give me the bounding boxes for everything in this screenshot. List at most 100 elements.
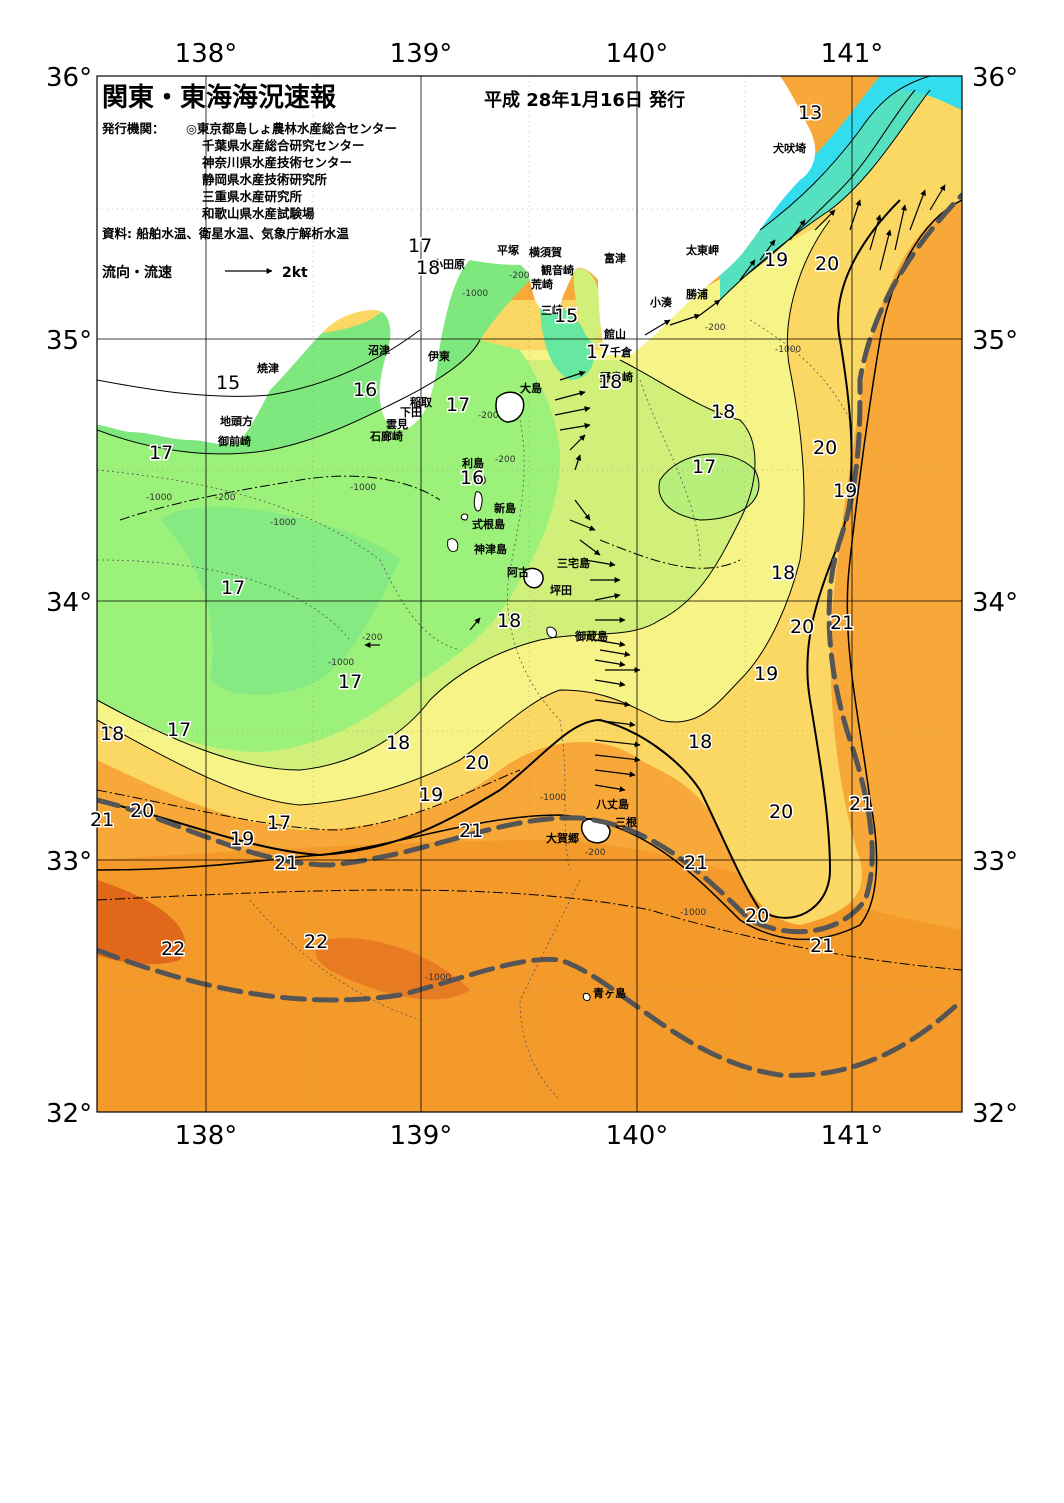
lat-tick-33-right: 33° [972, 847, 1018, 877]
place-label: 大島 [520, 381, 542, 395]
temp-label: 20 [813, 437, 837, 459]
place-label: 観音崎 [541, 263, 574, 277]
place-label: 小田原 [431, 257, 465, 271]
place-label: 御前崎 [217, 434, 251, 448]
temp-label: 13 [798, 102, 822, 124]
temp-label: 22 [161, 938, 185, 960]
temp-label: 18 [100, 723, 124, 745]
island-miyakejima [523, 567, 544, 589]
land-boso [598, 261, 663, 355]
data-sources: 資料: 船舶水温、衛星水温、気象庁解析水温 [102, 226, 349, 241]
place-label: 御蔵島 [574, 629, 608, 643]
temp-label: 18 [598, 371, 622, 393]
place-label: 焼津 [257, 361, 279, 375]
lon-ticks-top: 138° 139° 140° 141° [175, 39, 884, 69]
island-aogashima [582, 993, 591, 1001]
lat-tick-36-right: 36° [972, 63, 1018, 93]
place-label: 野島崎 [600, 370, 633, 384]
lon-ticks-bottom: 138° 139° 140° 141° [175, 1121, 884, 1151]
temp-label: 17 [167, 719, 191, 741]
place-label: 雲見 [386, 418, 408, 431]
land-honshu [97, 76, 816, 445]
depth-label: -200 [705, 323, 726, 333]
lat-tick-32-left: 32° [46, 1099, 92, 1129]
temp-label: 20 [130, 800, 154, 822]
bathymetry-lines [97, 319, 851, 1101]
lat-ticks-left: 36° 35° 34° 33° 32° [46, 63, 92, 1129]
sea-15c [540, 300, 594, 380]
temp-label: 17 [221, 577, 245, 599]
place-label: 石廊崎 [369, 429, 403, 443]
place-label: 伊東 [427, 349, 451, 363]
legend-label: 流向・流速 [102, 264, 172, 281]
temp-label: 19 [764, 249, 788, 271]
place-label: 太東岬 [685, 243, 719, 257]
temp-label: 21 [274, 852, 298, 874]
kuroshio-axis [97, 192, 962, 1078]
temp-label: 19 [754, 663, 778, 685]
place-label: 富津 [604, 251, 626, 265]
temp-label: 17 [692, 456, 716, 478]
place-label: 青ヶ島 [593, 986, 626, 1000]
current-arrows [364, 184, 946, 793]
place-label: 稲取 [410, 395, 432, 409]
issue-date: 平成 28年1月16日 発行 [484, 89, 685, 111]
depth-label: -1000 [540, 793, 566, 803]
issuer-line: 三重県水産研究所 [202, 189, 303, 204]
place-label: 三崎 [541, 303, 563, 317]
depth-label: -200 [478, 411, 499, 421]
depth-label: -1000 [425, 973, 451, 983]
place-label: 式根島 [472, 517, 505, 531]
temp-label: 17 [586, 341, 610, 363]
temp-label: 17 [446, 394, 470, 416]
temp-label: 20 [790, 616, 814, 638]
issuer-line: 静岡県水産技術研究所 [202, 172, 328, 187]
depth-label: -200 [585, 848, 606, 858]
place-label: 館山 [603, 327, 626, 341]
issuers-label: 発行機関： [101, 121, 165, 136]
map-title: 関東・東海海況速報 [102, 83, 337, 113]
lat-tick-36-left: 36° [46, 63, 92, 93]
sea-13c-band [760, 76, 930, 230]
lat-tick-34-left: 34° [46, 588, 92, 618]
depth-label: -1000 [350, 483, 376, 493]
temp-label: 20 [745, 905, 769, 927]
temp-label: 18 [416, 257, 440, 279]
map-frame [96, 75, 963, 1113]
temp-label: 17 [149, 442, 173, 464]
place-label: 利島 [462, 456, 484, 470]
lon-tick-140-top: 140° [606, 39, 669, 69]
depth-label: -1000 [146, 493, 172, 503]
place-label: 沼津 [368, 343, 390, 357]
temp-label: 17 [338, 671, 362, 693]
place-label: 平塚 [497, 243, 519, 257]
depth-label: -1000 [462, 289, 488, 299]
temp-label: 20 [815, 253, 839, 275]
place-label: 千倉 [610, 345, 633, 359]
temp-label: 19 [419, 784, 443, 806]
temp-label: 18 [497, 610, 521, 632]
depth-label: -200 [509, 271, 530, 281]
temp-label: 21 [830, 612, 854, 634]
place-label: 下田 [400, 406, 422, 419]
sea-cold-corner [880, 76, 962, 110]
temp-label: 15 [554, 305, 578, 327]
place-label: 神津島 [474, 542, 507, 556]
temp-label: 20 [465, 752, 489, 774]
depth-label: -200 [495, 455, 516, 465]
sea-23c-west [97, 880, 186, 965]
issuer-line: 神奈川県水産技術センター [202, 155, 352, 170]
temp-label: 18 [688, 731, 712, 753]
lon-tick-141-top: 141° [821, 39, 884, 69]
place-label: 大賀郷 [546, 831, 579, 845]
lat-tick-32-right: 32° [972, 1099, 1018, 1129]
temp-label: 21 [810, 935, 834, 957]
temp-label: 18 [386, 732, 410, 754]
place-label: 荒崎 [530, 277, 553, 291]
place-label: 三根 [615, 815, 638, 829]
lat-ticks-right: 36° 35° 34° 33° 32° [972, 63, 1018, 1129]
issuer-line: 和歌山県水産試験場 [201, 206, 315, 221]
lon-tick-139-top: 139° [390, 39, 453, 69]
lon-tick-138-bottom: 138° [175, 1121, 238, 1151]
temp-label: 21 [459, 820, 483, 842]
